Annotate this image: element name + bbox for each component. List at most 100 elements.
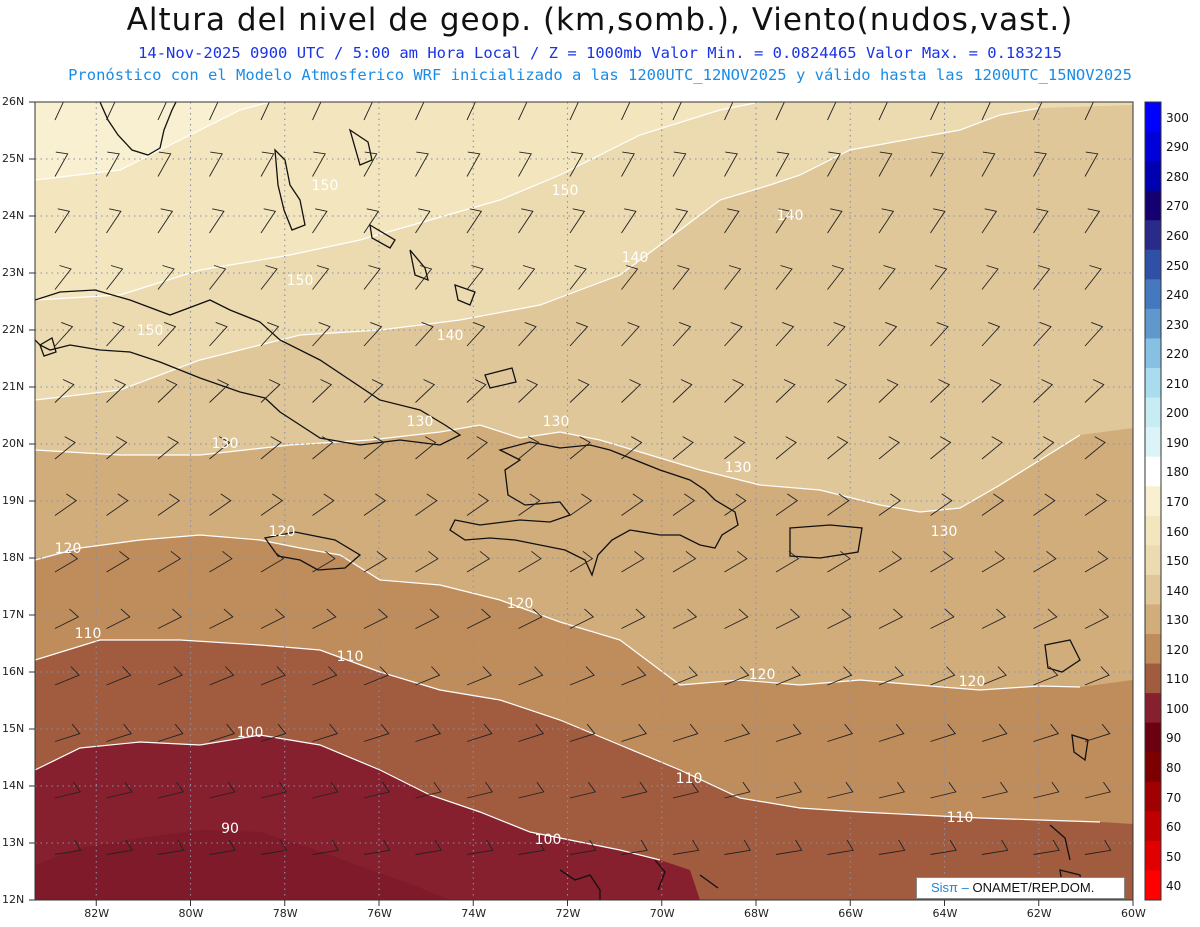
wind-barb <box>106 102 116 121</box>
wind-barb <box>878 379 899 403</box>
coast-turks-caicos <box>484 367 517 389</box>
wind-barb <box>724 265 742 290</box>
wind-barb <box>1033 208 1049 234</box>
lat-label: 26N <box>2 95 25 108</box>
colorbar-label: 50 <box>1166 849 1182 864</box>
wind-barb <box>672 321 692 347</box>
wind-barb <box>518 265 536 290</box>
colorbar-swatch <box>1145 486 1161 517</box>
lon-label: 60W <box>1121 907 1146 920</box>
wind-barb <box>260 208 277 234</box>
wind-barb <box>209 321 228 347</box>
wind-barb <box>415 379 436 403</box>
wind-barb <box>312 208 328 234</box>
wind-barb <box>106 608 131 629</box>
contour-label: 110 <box>75 626 102 642</box>
wind-barb <box>363 550 388 573</box>
colorbar-swatch <box>1145 279 1161 310</box>
wind-barb <box>54 151 69 177</box>
coast-cuba <box>35 289 462 446</box>
wind-barb <box>878 550 903 573</box>
wind-barb <box>981 839 1009 855</box>
colorbar-swatch <box>1145 693 1161 724</box>
wind-barb <box>54 321 74 347</box>
wind-barb <box>569 102 579 121</box>
colorbar-label: 260 <box>1166 229 1189 243</box>
contour-labels: 150 150 150 150 140 140 140 130 130 130 130 130 120 1… <box>55 178 986 848</box>
wind-barb <box>54 379 75 403</box>
wind-barb <box>106 321 125 347</box>
wind-barb <box>106 550 130 573</box>
lon-label: 80W <box>178 907 204 920</box>
wind-barb <box>260 102 270 121</box>
contour-lines <box>35 102 1101 861</box>
contour-90 <box>35 734 661 861</box>
wind-barb <box>312 781 339 799</box>
wind-barb <box>363 839 391 855</box>
wind-barb <box>466 379 487 403</box>
wind-barb <box>775 493 799 516</box>
wind-barb <box>621 265 639 290</box>
wind-barbs <box>54 102 1112 855</box>
wind-barb <box>415 265 433 290</box>
lon-label: 78W <box>272 907 298 920</box>
colorbar-label: 190 <box>1166 435 1189 450</box>
wind-barb <box>1033 839 1060 855</box>
wind-barb <box>827 550 851 573</box>
wind-barb <box>363 321 383 347</box>
wind-barb <box>827 839 854 855</box>
contour-label: 140 <box>777 208 804 224</box>
wind-barb <box>1033 493 1056 516</box>
colorbar-label: 240 <box>1166 288 1189 303</box>
wind-barb <box>775 102 785 121</box>
wind-barb <box>1084 265 1102 290</box>
wind-barb <box>466 436 488 460</box>
contour-label: 90 <box>221 821 239 837</box>
wind-barb <box>827 379 848 403</box>
wind-barb <box>981 666 1007 686</box>
contour-label: 120 <box>507 596 534 612</box>
colorbar-swatch <box>1145 515 1161 546</box>
wind-barb <box>209 151 223 177</box>
lon-label: 82W <box>84 907 110 920</box>
wind-barb <box>260 550 285 573</box>
wind-barb <box>569 265 587 290</box>
lat-label: 19N <box>2 494 25 507</box>
wind-barb <box>312 723 339 742</box>
wind-barb <box>363 723 390 742</box>
wind-barb <box>1084 723 1111 742</box>
wind-barb <box>415 608 440 629</box>
wind-barb <box>569 839 597 855</box>
contour-100 <box>35 639 1101 823</box>
lon-label: 68W <box>744 907 769 920</box>
wind-barb <box>672 781 700 799</box>
wind-barb <box>415 666 441 686</box>
colorbar-label: 60 <box>1166 820 1182 835</box>
lat-label: 23N <box>2 266 25 279</box>
lat-label: 13N <box>2 836 25 849</box>
wind-barb <box>878 723 905 742</box>
credit-brand: Sisπ – <box>931 880 969 895</box>
wind-barb <box>54 608 80 629</box>
colorbar-swatch <box>1145 220 1161 251</box>
wind-barb <box>312 379 333 403</box>
wind-barb <box>930 321 949 347</box>
wind-barb <box>106 379 127 403</box>
colorbar-swatch <box>1145 781 1161 812</box>
wind-barb <box>775 781 803 799</box>
colorbar-label: 230 <box>1166 317 1189 332</box>
wind-barb <box>260 723 287 742</box>
contour-label: 110 <box>947 810 974 826</box>
wind-barb <box>415 151 429 177</box>
wind-barb <box>930 379 951 403</box>
wind-barb <box>260 493 284 516</box>
wind-barb <box>106 208 122 234</box>
wind-barb <box>518 379 539 403</box>
colorbar-label: 110 <box>1166 672 1189 687</box>
wind-barb <box>1033 666 1059 686</box>
colorbar-label: 120 <box>1166 642 1189 657</box>
wind-barb <box>157 781 185 799</box>
colorbar-swatch <box>1145 604 1161 635</box>
colorbar-label: 180 <box>1166 465 1189 480</box>
wind-barb <box>724 379 745 403</box>
